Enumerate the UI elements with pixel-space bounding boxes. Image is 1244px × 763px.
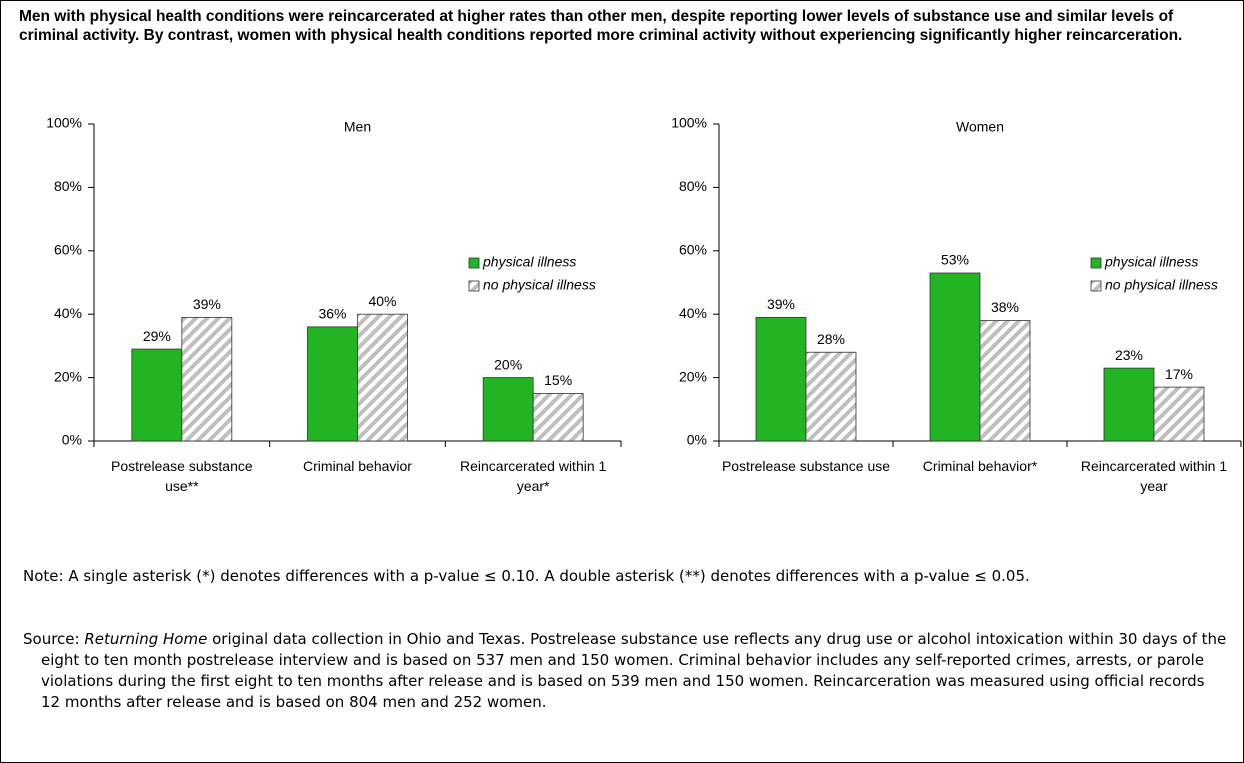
data-label: 20% bbox=[494, 356, 522, 372]
y-tick-label: 0% bbox=[687, 432, 707, 448]
data-label: 17% bbox=[1165, 366, 1193, 382]
legend-label: no physical illness bbox=[483, 277, 596, 293]
y-tick-label: 20% bbox=[679, 368, 707, 384]
y-tick-label: 100% bbox=[671, 115, 707, 131]
x-tick-label: Reincarcerated within 1 year bbox=[1080, 458, 1228, 494]
data-label: 29% bbox=[143, 328, 171, 344]
bar bbox=[307, 326, 358, 442]
figure-title: Men with physical health conditions were… bbox=[19, 8, 1183, 44]
y-tick-label: 40% bbox=[54, 305, 82, 321]
bar bbox=[532, 393, 584, 442]
x-tick-label: Postrelease substance use bbox=[721, 458, 891, 474]
bar bbox=[1153, 386, 1205, 442]
legend-label: physical illness bbox=[482, 254, 576, 270]
x-tick-label: Criminal behavior bbox=[303, 458, 412, 474]
y-tick-label: 60% bbox=[54, 242, 82, 258]
bar bbox=[755, 316, 807, 442]
data-label: 40% bbox=[368, 293, 396, 309]
legend-label: physical illness bbox=[1104, 254, 1198, 270]
data-label: 38% bbox=[991, 299, 1019, 315]
note: Note: A single asterisk (*) denotes diff… bbox=[23, 567, 1030, 585]
source-text: original data collection in Ohio and Tex… bbox=[41, 630, 1227, 711]
chart-subtitle: Men bbox=[344, 119, 371, 135]
data-label: 36% bbox=[318, 306, 346, 322]
y-tick-label: 80% bbox=[679, 178, 707, 194]
legend-swatch bbox=[468, 280, 480, 292]
x-tick-label: Criminal behavior* bbox=[922, 458, 1038, 474]
bar bbox=[131, 348, 183, 442]
legend-swatch bbox=[1090, 280, 1102, 292]
y-tick-label: 60% bbox=[679, 242, 707, 258]
charts: Men 0% 20% 40% 60% 80% 100% 29% 39% 36% 40% 20% 15% p… bbox=[46, 115, 1242, 448]
source-label: Source: bbox=[23, 630, 85, 648]
source: Source: Returning Home original data col… bbox=[23, 629, 1228, 713]
bar bbox=[979, 320, 1031, 442]
y-tick-label: 20% bbox=[54, 368, 82, 384]
chart-subtitle: Women bbox=[956, 119, 1004, 135]
data-label: 23% bbox=[1115, 347, 1143, 363]
bar bbox=[181, 316, 233, 442]
source-title: Returning Home bbox=[84, 630, 208, 648]
bar bbox=[929, 272, 981, 442]
data-label: 39% bbox=[767, 296, 795, 312]
bar bbox=[1103, 367, 1155, 442]
bar bbox=[482, 377, 534, 442]
data-label: 15% bbox=[544, 372, 572, 388]
legend-label: no physical illness bbox=[1105, 277, 1218, 293]
data-label: 53% bbox=[941, 252, 969, 268]
bar bbox=[805, 351, 857, 442]
x-tick-label: Postrelease substance use** bbox=[111, 458, 253, 494]
x-tick-label: Reincarcerated within 1 year* bbox=[460, 458, 607, 494]
y-tick-label: 100% bbox=[46, 115, 82, 131]
y-tick-label: 40% bbox=[679, 305, 707, 321]
y-tick-label: 0% bbox=[62, 432, 82, 448]
data-label: 28% bbox=[817, 331, 845, 347]
legend-swatch bbox=[468, 257, 480, 269]
y-tick-label: 80% bbox=[54, 178, 82, 194]
bar bbox=[357, 313, 408, 442]
legend-swatch bbox=[1090, 257, 1102, 269]
data-label: 39% bbox=[193, 296, 221, 312]
